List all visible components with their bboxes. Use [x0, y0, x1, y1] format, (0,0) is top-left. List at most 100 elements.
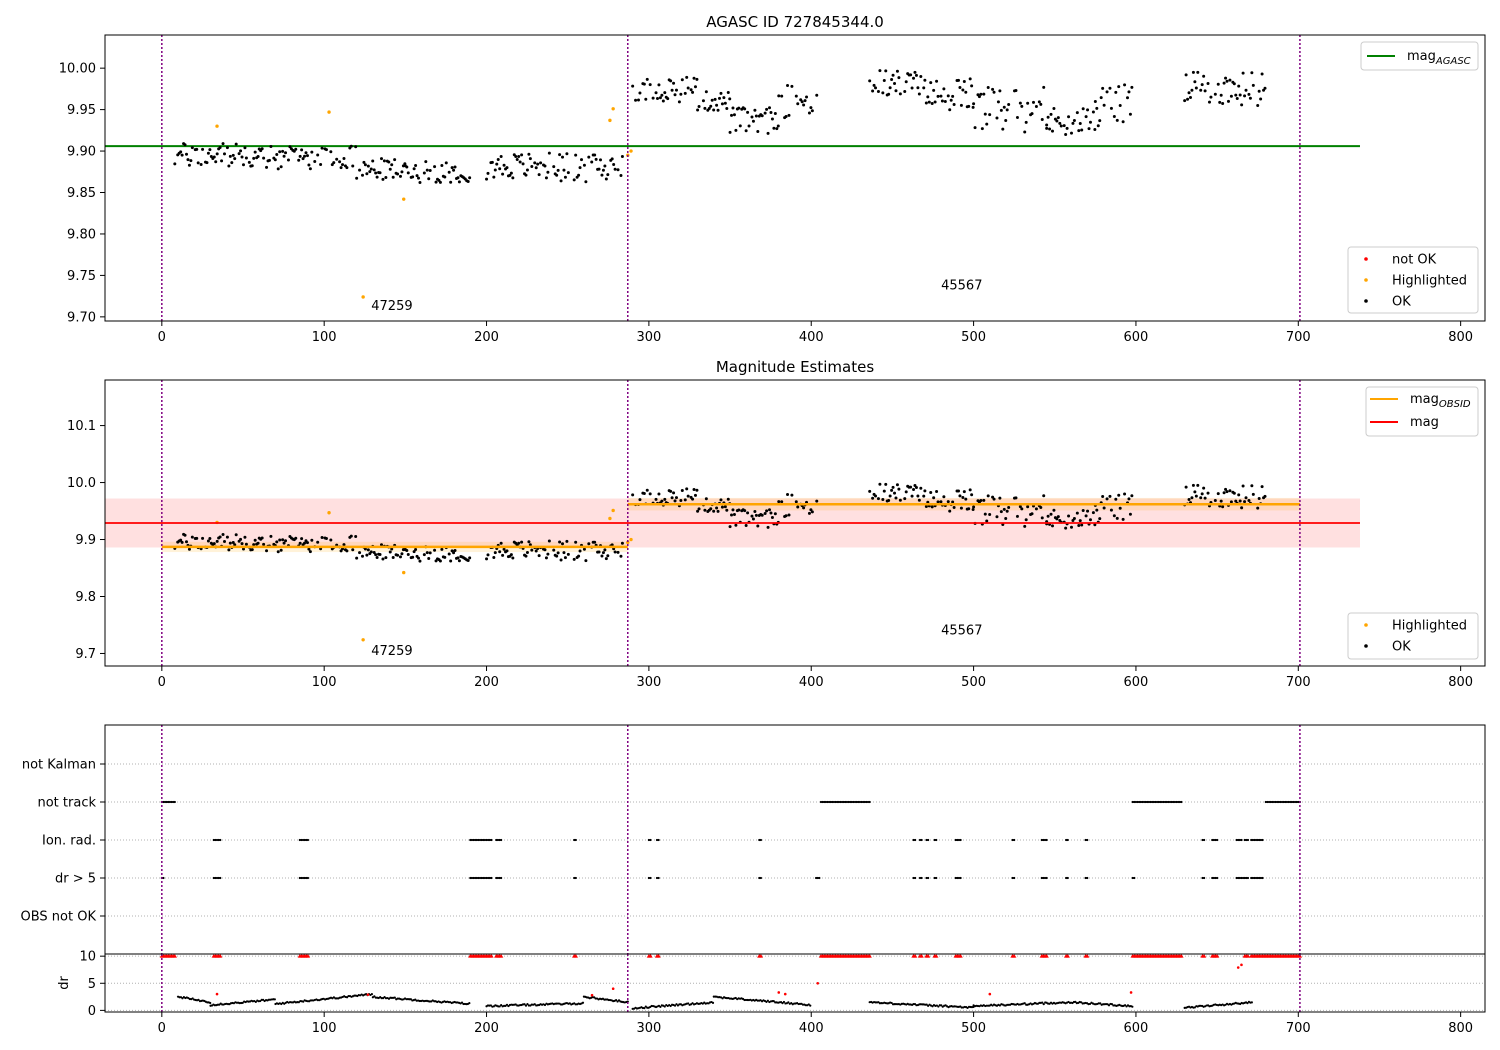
flag-point — [1203, 838, 1206, 842]
ok-point — [895, 69, 899, 73]
ok-point — [773, 111, 777, 115]
ok-point — [1015, 115, 1019, 119]
ok-point — [919, 74, 923, 78]
flag-point — [1237, 876, 1240, 880]
ok-point — [932, 496, 936, 500]
ok-point — [1190, 88, 1194, 92]
ok-point — [1222, 491, 1226, 495]
flag-point — [927, 876, 930, 880]
ok-point — [1084, 115, 1088, 119]
flag-point — [1042, 876, 1045, 880]
ok-point — [449, 559, 453, 563]
ok-point — [939, 94, 943, 98]
ok-point — [307, 163, 311, 167]
ok-point — [796, 505, 800, 509]
ok-point — [898, 498, 902, 502]
flag-point — [1138, 800, 1141, 804]
ok-point — [457, 180, 461, 184]
ok-point — [1127, 497, 1131, 501]
ok-point — [552, 165, 556, 169]
ok-point — [1191, 483, 1195, 487]
ok-point — [666, 97, 670, 101]
ok-point — [173, 162, 177, 166]
flag-point — [490, 876, 493, 880]
ok-point — [260, 147, 264, 151]
flag-point — [215, 838, 219, 842]
ok-point — [495, 162, 499, 166]
ok-point — [1250, 484, 1254, 488]
flag-point — [834, 800, 837, 804]
ok-point — [689, 88, 693, 92]
ok-point — [241, 547, 245, 551]
ok-point — [660, 93, 664, 97]
ok-point — [909, 73, 913, 77]
ok-point — [221, 532, 225, 536]
ok-point — [1049, 112, 1053, 116]
ok-point — [751, 517, 755, 521]
dr-ok-point — [1193, 1006, 1196, 1009]
ok-point — [610, 157, 614, 161]
dr-ok-point — [524, 1004, 528, 1007]
ok-point — [215, 152, 219, 156]
flag-point — [496, 876, 499, 880]
ok-point — [499, 154, 503, 158]
ok-point — [1018, 101, 1022, 105]
ok-point — [985, 519, 989, 523]
ok-point — [731, 106, 735, 110]
ok-point — [234, 142, 238, 146]
ok-point — [1234, 499, 1238, 503]
ok-point — [786, 84, 790, 88]
ok-point — [1055, 517, 1059, 521]
flag-point — [1258, 876, 1261, 880]
ok-point — [490, 160, 494, 164]
ok-point — [756, 129, 760, 133]
ok-point — [692, 76, 696, 80]
ok-point — [206, 539, 210, 543]
ok-point — [449, 180, 453, 184]
flag-point — [219, 838, 222, 842]
ok-point — [1184, 73, 1188, 77]
ok-point — [1030, 112, 1034, 116]
ok-point — [891, 485, 895, 489]
ok-point — [393, 158, 397, 162]
ok-point — [1069, 525, 1073, 529]
flag-point — [818, 876, 821, 880]
flag-point — [1172, 800, 1175, 804]
ok-point — [240, 155, 244, 159]
ok-point — [746, 511, 750, 515]
ok-point — [986, 86, 990, 90]
ok-point — [341, 163, 345, 167]
flag-point — [498, 876, 501, 880]
ok-point — [604, 177, 608, 181]
ok-point — [780, 94, 784, 98]
ok-point — [411, 175, 415, 179]
ok-point — [1225, 79, 1229, 83]
ok-point — [406, 553, 410, 557]
ok-point — [1048, 127, 1052, 131]
ok-point — [769, 110, 773, 114]
agasc-magnitude-panel: 47259 45567 AGASC ID 727845344.0 0 100 200 3… — [59, 13, 1486, 345]
ok-point — [342, 543, 346, 547]
ok-point — [730, 113, 734, 117]
flag-point — [914, 838, 917, 842]
ok-point — [358, 551, 362, 555]
dr-ok-point — [807, 1003, 810, 1006]
ok-point — [973, 126, 977, 130]
ok-point — [648, 492, 652, 496]
ok-point — [794, 94, 798, 98]
ok-point — [412, 167, 416, 171]
flag-row-label: not track — [37, 796, 96, 811]
ok-point — [1244, 88, 1248, 92]
ok-point — [704, 90, 708, 94]
ok-point — [964, 90, 968, 94]
ok-point — [912, 487, 916, 491]
ok-point — [233, 543, 237, 547]
ok-point — [904, 490, 908, 494]
flag-point — [1042, 838, 1045, 842]
ok-point — [709, 507, 713, 511]
legend-label: Highlighted — [1392, 619, 1467, 634]
ok-point — [802, 103, 806, 107]
ok-point — [1188, 95, 1192, 99]
ok-point — [384, 556, 388, 560]
ok-point — [228, 541, 232, 545]
